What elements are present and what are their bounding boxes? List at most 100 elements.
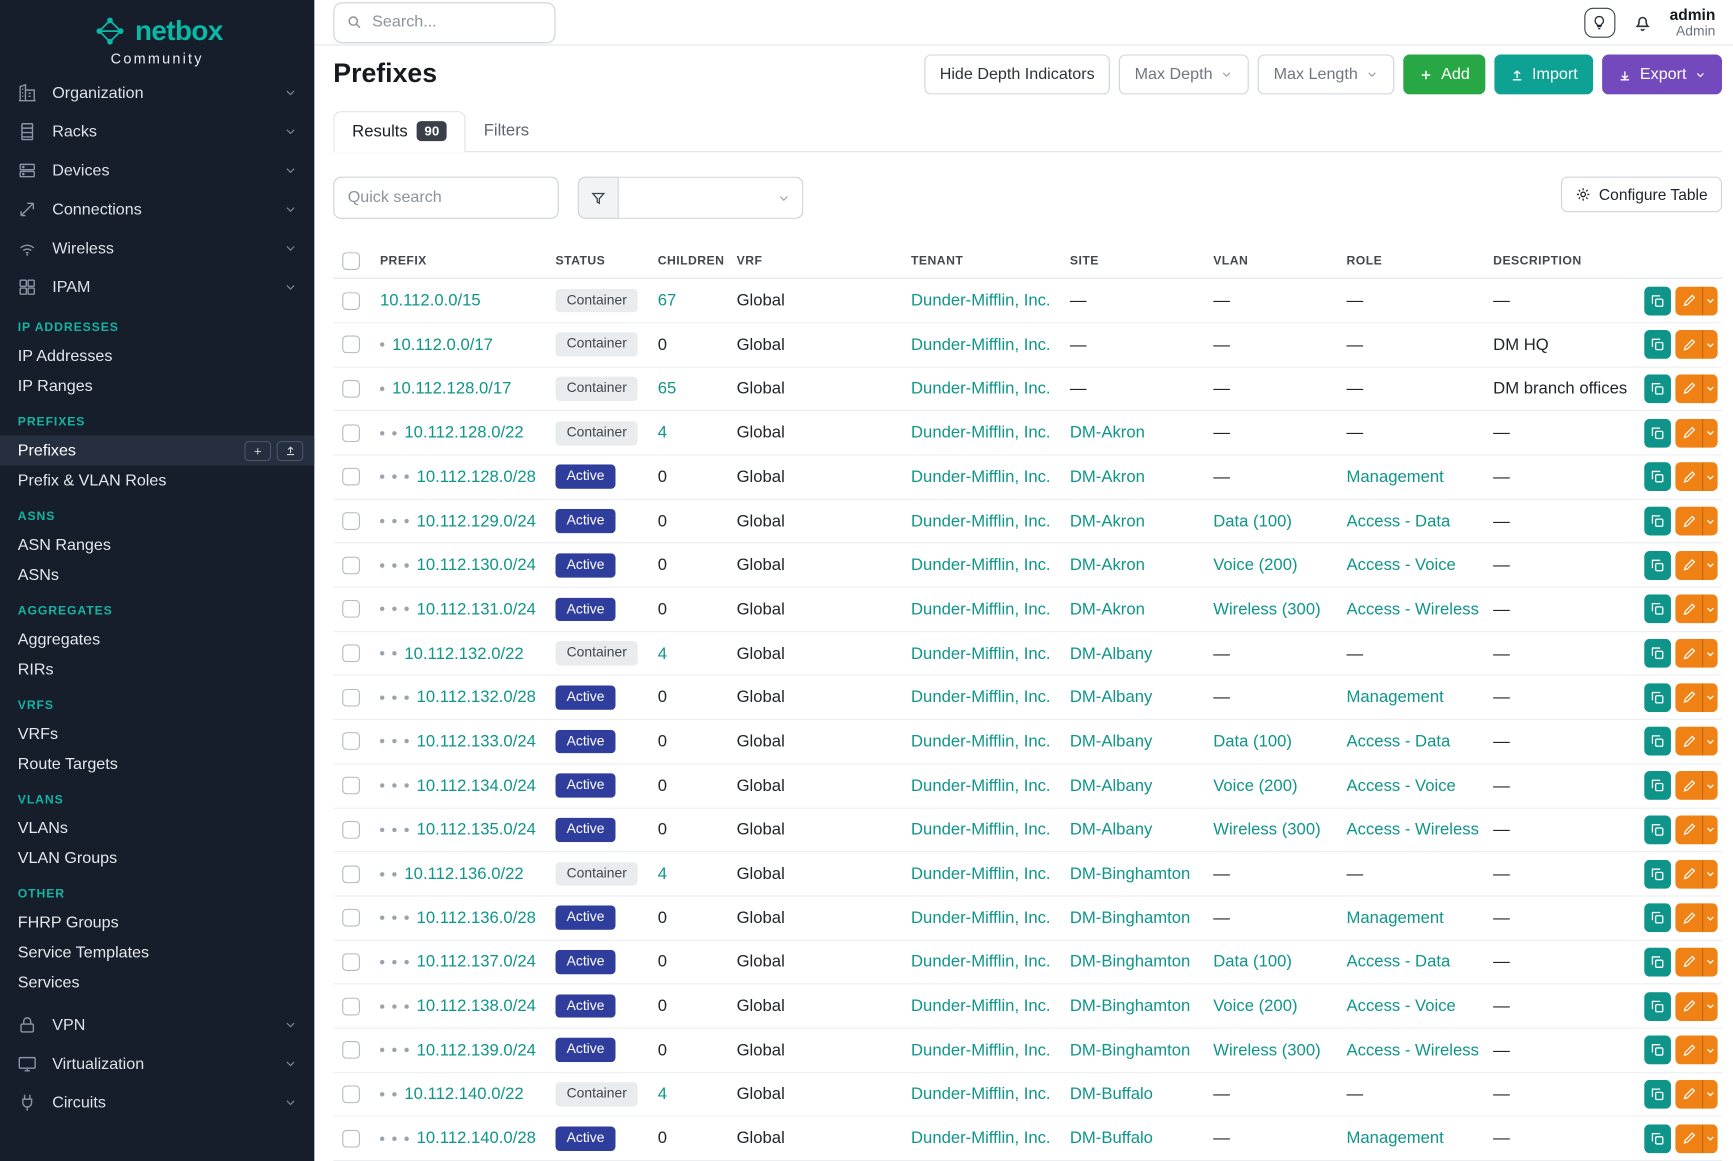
prefix-link[interactable]: 10.112.128.0/17: [392, 379, 512, 399]
row-checkbox[interactable]: [342, 732, 360, 751]
site-link[interactable]: DM-Albany: [1069, 820, 1153, 840]
role-link[interactable]: Access - Data: [1346, 952, 1451, 972]
sidebar-item-aggregates[interactable]: Aggregates: [17, 630, 101, 649]
row-checkbox[interactable]: [342, 600, 360, 619]
prefix-link[interactable]: 10.112.137.0/24: [416, 952, 536, 972]
edit-button[interactable]: [1675, 374, 1718, 404]
children-count-link[interactable]: 4: [657, 1084, 667, 1104]
sidebar-item-ip-ranges[interactable]: IP Ranges: [17, 377, 93, 395]
sidebar-item-vlans[interactable]: VLANs: [17, 819, 68, 838]
copy-button[interactable]: [1644, 1123, 1671, 1153]
vlan-link[interactable]: Wireless (300): [1213, 599, 1321, 619]
prefix-link[interactable]: 10.112.0.0/17: [392, 335, 493, 355]
sidebar-item-vrfs[interactable]: VRFs: [17, 724, 59, 743]
copy-button[interactable]: [1644, 947, 1671, 977]
column-header-vlan[interactable]: VLAN: [1213, 254, 1249, 268]
copy-button[interactable]: [1644, 374, 1671, 404]
edit-button[interactable]: [1675, 727, 1718, 757]
user-menu[interactable]: admin Admin: [1670, 6, 1716, 39]
configure-table-button[interactable]: Configure Table: [1561, 176, 1723, 213]
tenant-link[interactable]: Dunder-Mifflin, Inc.: [911, 335, 1051, 355]
hide-depth-indicators-button[interactable]: Hide Depth Indicators: [924, 54, 1111, 95]
copy-button[interactable]: [1644, 815, 1671, 845]
tab-results[interactable]: Results 90: [333, 111, 466, 153]
copy-button[interactable]: [1644, 638, 1671, 668]
prefix-link[interactable]: 10.112.140.0/22: [404, 1084, 524, 1104]
tenant-link[interactable]: Dunder-Mifflin, Inc.: [911, 423, 1051, 443]
tenant-link[interactable]: Dunder-Mifflin, Inc.: [911, 555, 1051, 575]
role-link[interactable]: Access - Wireless: [1346, 820, 1479, 840]
role-link[interactable]: Management: [1346, 688, 1444, 707]
prefix-link[interactable]: 10.112.136.0/28: [416, 908, 536, 928]
edit-button[interactable]: [1675, 1123, 1718, 1153]
site-link[interactable]: DM-Albany: [1069, 776, 1153, 796]
row-checkbox[interactable]: [342, 291, 360, 310]
sidebar-item-devices[interactable]: Devices: [0, 151, 314, 190]
tenant-link[interactable]: Dunder-Mifflin, Inc.: [911, 1128, 1051, 1148]
role-link[interactable]: Access - Voice: [1346, 555, 1456, 575]
column-header-site[interactable]: SITE: [1069, 254, 1099, 268]
brand[interactable]: netbox Community: [0, 0, 314, 73]
site-link[interactable]: DM-Akron: [1069, 599, 1145, 619]
tenant-link[interactable]: Dunder-Mifflin, Inc.: [911, 952, 1051, 972]
site-link[interactable]: DM-Akron: [1069, 467, 1145, 487]
row-checkbox[interactable]: [342, 335, 360, 354]
prefix-link[interactable]: 10.112.130.0/24: [416, 555, 536, 575]
vlan-link[interactable]: Voice (200): [1213, 555, 1298, 575]
site-link[interactable]: DM-Albany: [1069, 688, 1153, 707]
max-length-dropdown[interactable]: Max Length: [1258, 54, 1395, 95]
sidebar-item-asn-ranges[interactable]: ASN Ranges: [17, 536, 111, 554]
sidebar-item-prefix-vlan-roles[interactable]: Prefix & VLAN Roles: [17, 471, 167, 490]
sidebar-item-organization[interactable]: Organization: [0, 73, 314, 112]
prefix-link[interactable]: 10.112.128.0/22: [404, 423, 524, 443]
notifications-bell-icon[interactable]: [1632, 12, 1653, 33]
prefix-link[interactable]: 10.112.132.0/28: [416, 688, 536, 707]
sidebar-item-ipam[interactable]: IPAM: [0, 268, 314, 307]
row-checkbox[interactable]: [342, 556, 360, 575]
prefix-link[interactable]: 10.112.132.0/22: [404, 643, 524, 663]
role-link[interactable]: Access - Data: [1346, 732, 1451, 752]
column-header-prefix[interactable]: PREFIX: [379, 254, 427, 268]
prefix-link[interactable]: 10.112.135.0/24: [416, 820, 536, 840]
copy-button[interactable]: [1644, 286, 1671, 316]
row-checkbox[interactable]: [342, 1041, 360, 1060]
tenant-link[interactable]: Dunder-Mifflin, Inc.: [911, 291, 1051, 311]
row-checkbox[interactable]: [342, 864, 360, 883]
copy-button[interactable]: [1644, 550, 1671, 580]
children-count-link[interactable]: 4: [657, 864, 667, 884]
global-search[interactable]: [333, 1, 556, 43]
sidebar-item-route-targets[interactable]: Route Targets: [17, 754, 118, 773]
sidebar-item-vlan-groups[interactable]: VLAN Groups: [17, 849, 118, 868]
copy-button[interactable]: [1644, 727, 1671, 757]
edit-button[interactable]: [1675, 771, 1718, 801]
vlan-link[interactable]: Data (100): [1213, 511, 1292, 531]
row-checkbox[interactable]: [342, 997, 360, 1016]
search-input[interactable]: [372, 13, 544, 32]
edit-button[interactable]: [1675, 330, 1718, 360]
tab-filters[interactable]: Filters: [483, 121, 530, 141]
prefix-link[interactable]: 10.112.134.0/24: [416, 776, 536, 796]
site-link[interactable]: DM-Akron: [1069, 423, 1145, 443]
tenant-link[interactable]: Dunder-Mifflin, Inc.: [911, 996, 1051, 1016]
edit-button[interactable]: [1675, 286, 1718, 316]
sidebar-item-fhrp-groups[interactable]: FHRP Groups: [17, 913, 119, 932]
row-checkbox[interactable]: [342, 1129, 360, 1148]
copy-button[interactable]: [1644, 330, 1671, 360]
theme-toggle-button[interactable]: [1584, 7, 1616, 38]
row-checkbox[interactable]: [342, 909, 360, 927]
edit-button[interactable]: [1675, 462, 1718, 492]
sidebar-item-connections[interactable]: Connections: [0, 190, 314, 229]
role-link[interactable]: Access - Wireless: [1346, 1040, 1479, 1060]
role-link[interactable]: Access - Data: [1346, 511, 1451, 531]
saved-filter-select[interactable]: [618, 176, 804, 220]
site-link[interactable]: DM-Buffalo: [1069, 1128, 1153, 1148]
sidebar-item-wireless[interactable]: Wireless: [0, 229, 314, 268]
edit-button[interactable]: [1675, 947, 1718, 977]
tenant-link[interactable]: Dunder-Mifflin, Inc.: [911, 379, 1051, 399]
copy-button[interactable]: [1644, 1035, 1671, 1065]
sidebar-item-racks[interactable]: Racks: [0, 112, 314, 151]
row-checkbox[interactable]: [342, 688, 360, 707]
edit-button[interactable]: [1675, 1035, 1718, 1065]
column-header-status[interactable]: STATUS: [555, 254, 606, 268]
row-checkbox[interactable]: [342, 644, 360, 663]
